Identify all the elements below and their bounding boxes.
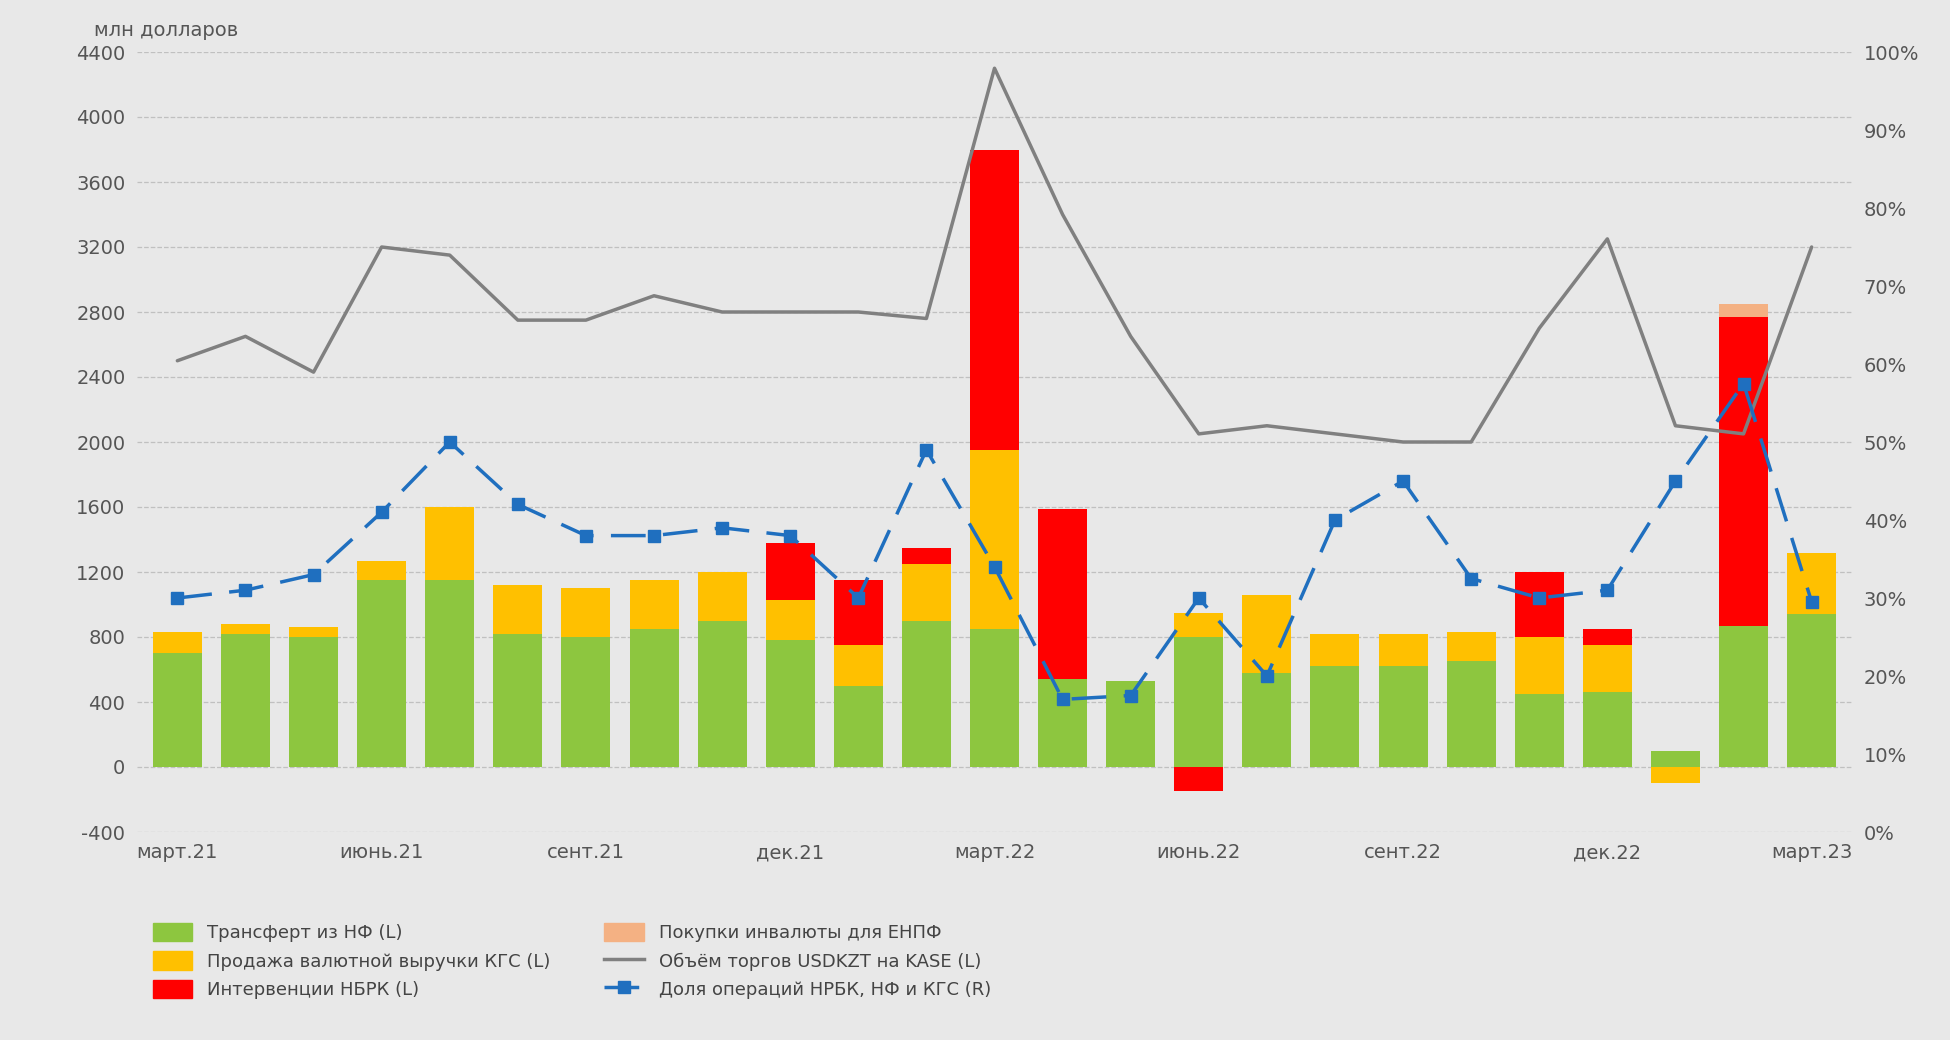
Bar: [1242, 673, 1291, 768]
Bar: [1652, 768, 1700, 783]
Bar: [357, 580, 406, 768]
Bar: [1720, 304, 1769, 317]
Bar: [1037, 509, 1086, 679]
Bar: [1447, 632, 1496, 661]
Bar: [835, 580, 883, 645]
Bar: [425, 506, 474, 580]
Bar: [1310, 633, 1359, 667]
Bar: [1379, 667, 1427, 768]
Bar: [1515, 694, 1564, 768]
Bar: [903, 564, 952, 621]
Bar: [220, 624, 269, 633]
Bar: [1310, 667, 1359, 768]
Bar: [152, 653, 203, 768]
Bar: [1515, 636, 1564, 694]
Bar: [698, 621, 747, 768]
Bar: [1515, 572, 1564, 636]
Bar: [903, 548, 952, 564]
Bar: [562, 636, 610, 768]
Bar: [766, 600, 815, 641]
Bar: [1447, 661, 1496, 768]
Bar: [630, 629, 679, 768]
Bar: [1583, 693, 1632, 768]
Bar: [493, 633, 542, 768]
Bar: [1174, 636, 1223, 768]
Bar: [835, 685, 883, 768]
Bar: [969, 450, 1020, 629]
Bar: [1583, 629, 1632, 645]
Bar: [152, 632, 203, 653]
Bar: [220, 633, 269, 768]
Bar: [1786, 552, 1837, 615]
Bar: [835, 645, 883, 685]
Bar: [357, 561, 406, 580]
Bar: [630, 580, 679, 629]
Legend: Трансферт из НФ (L), Продажа валютной выручки КГС (L), Интервенции НБРК (L), Пок: Трансферт из НФ (L), Продажа валютной вы…: [146, 916, 998, 1007]
Bar: [1583, 645, 1632, 693]
Bar: [1379, 633, 1427, 667]
Bar: [562, 589, 610, 636]
Bar: [1037, 679, 1086, 768]
Bar: [1720, 317, 1769, 626]
Bar: [289, 627, 337, 636]
Bar: [1174, 768, 1223, 791]
Bar: [969, 150, 1020, 450]
Bar: [1786, 615, 1837, 768]
Bar: [493, 584, 542, 633]
Bar: [289, 636, 337, 768]
Bar: [698, 572, 747, 621]
Bar: [1106, 681, 1154, 768]
Bar: [766, 641, 815, 768]
Bar: [903, 621, 952, 768]
Bar: [766, 543, 815, 600]
Bar: [425, 580, 474, 768]
Bar: [1242, 595, 1291, 673]
Bar: [1652, 751, 1700, 768]
Bar: [1174, 613, 1223, 636]
Bar: [1720, 626, 1769, 768]
Text: млн долларов: млн долларов: [94, 21, 238, 41]
Bar: [969, 629, 1020, 768]
